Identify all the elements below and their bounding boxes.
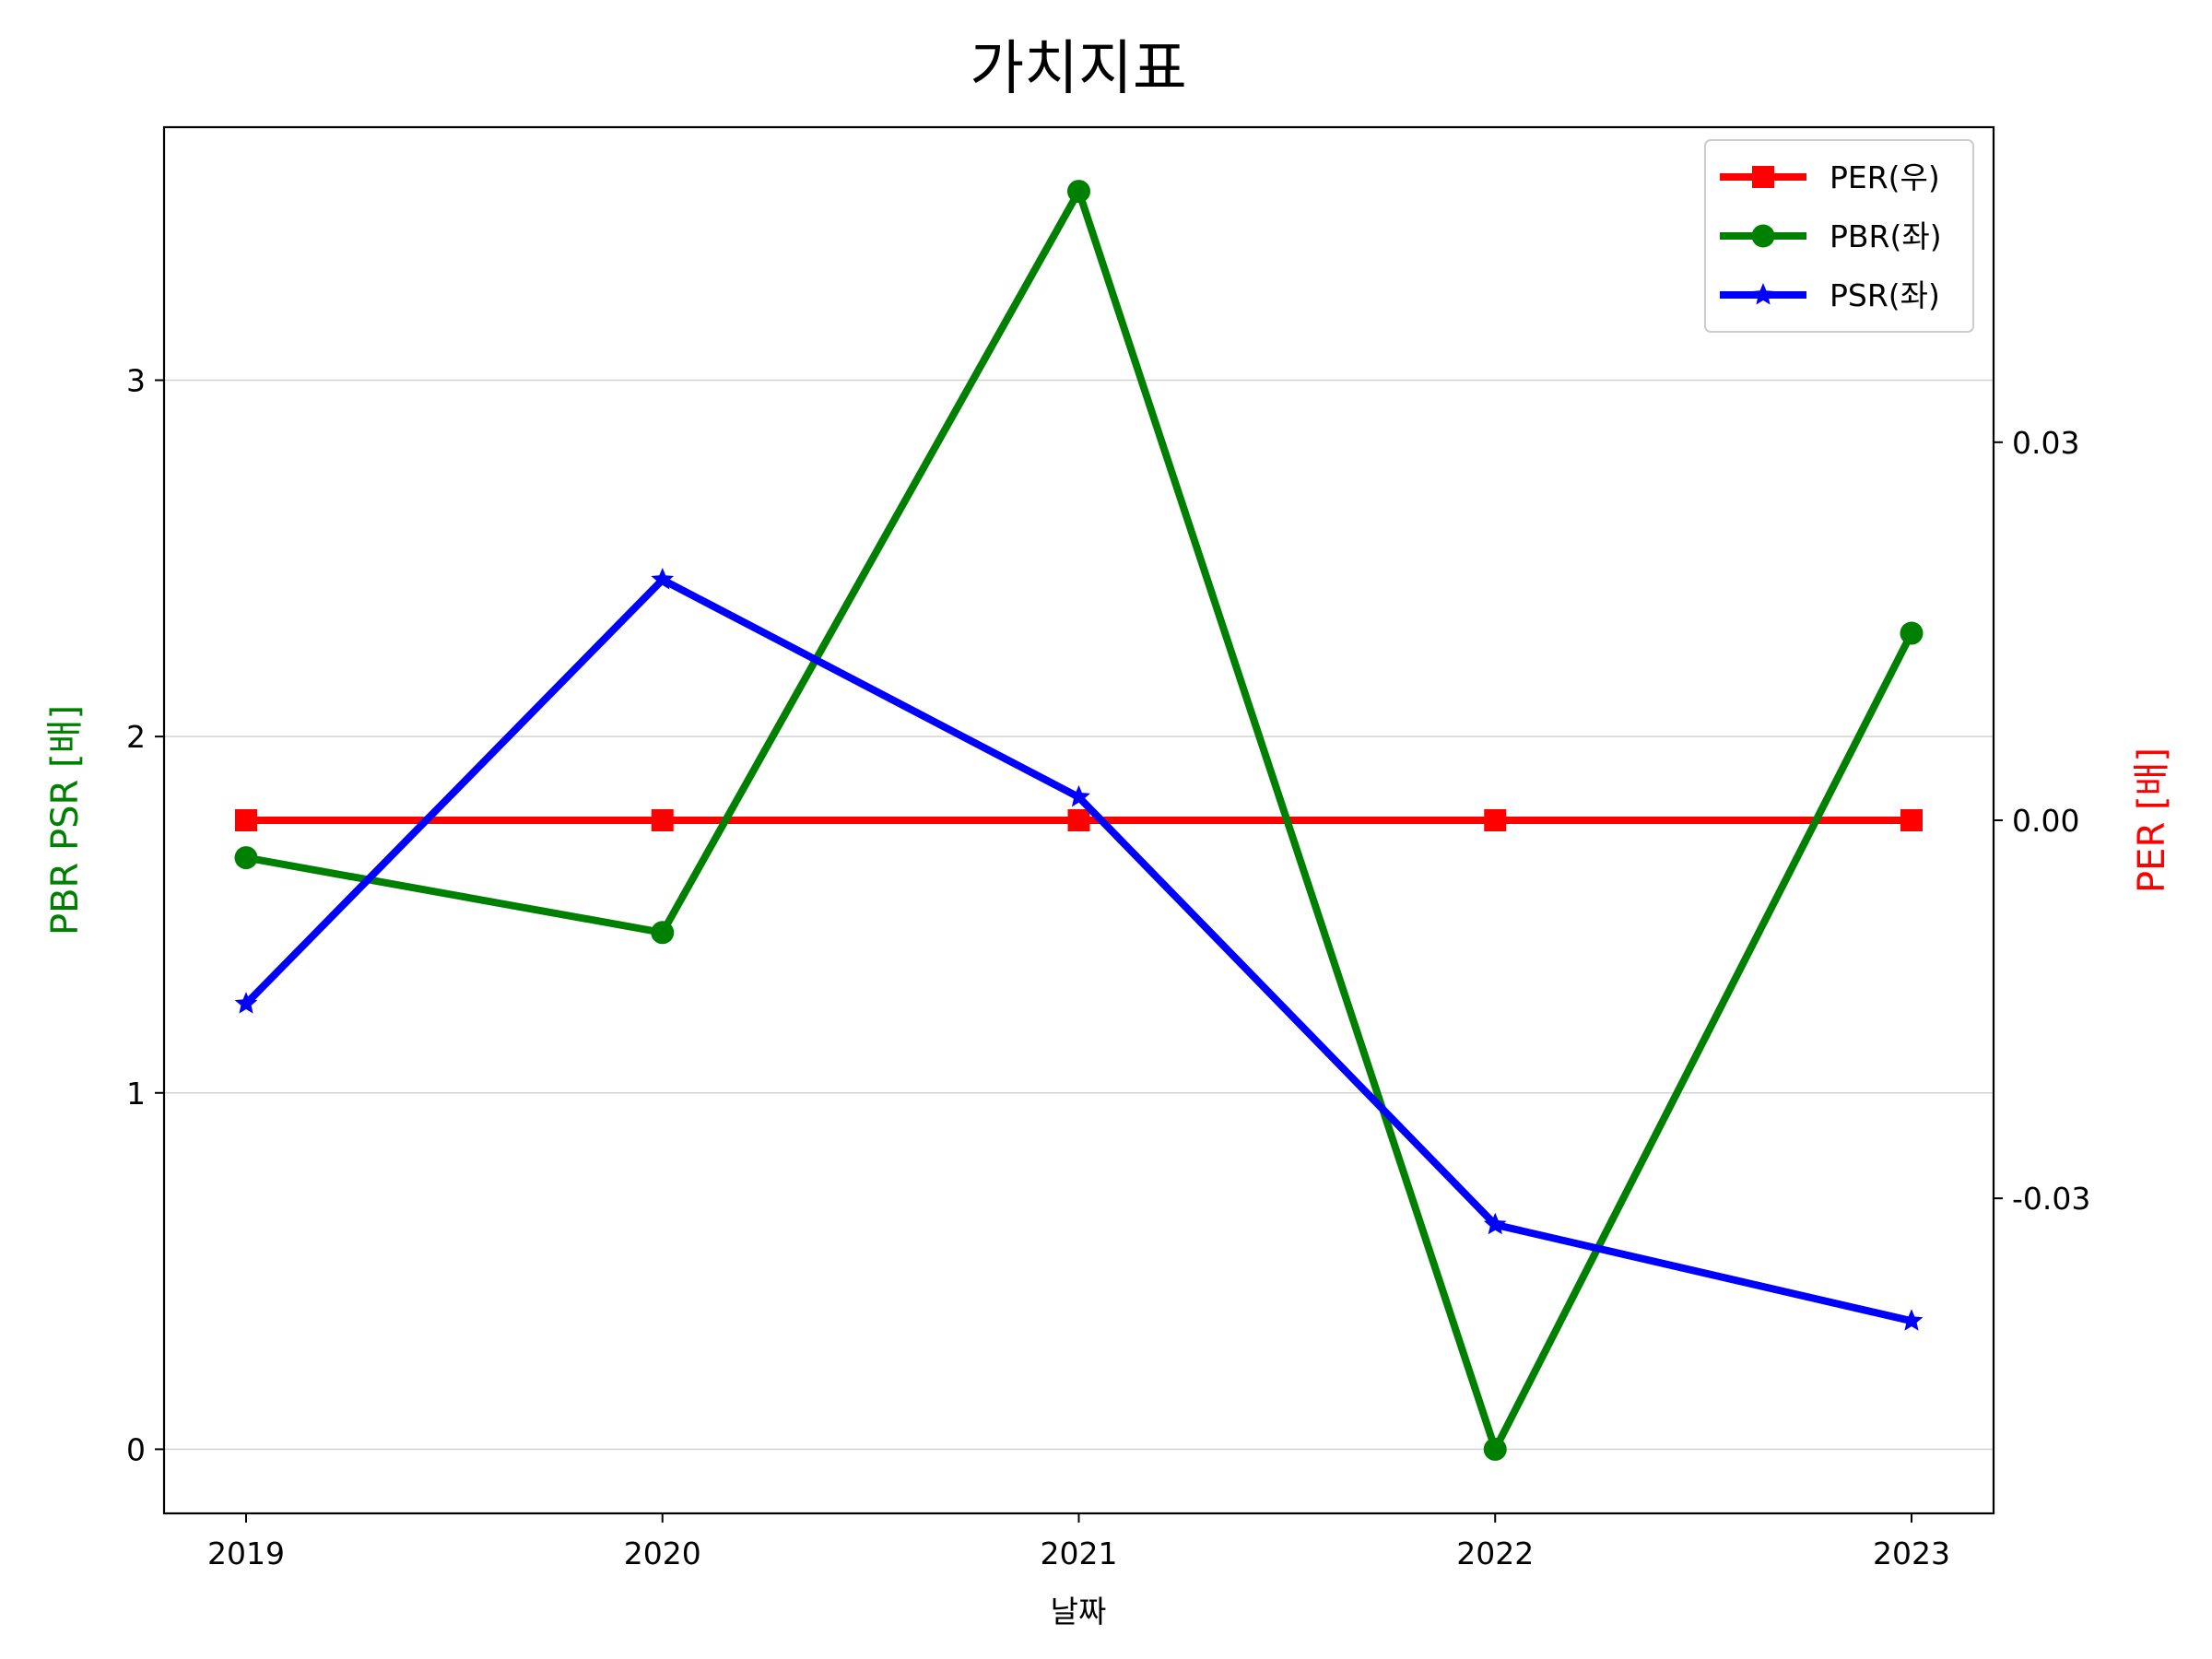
x-tick-label: 2020 xyxy=(624,1535,701,1571)
data-point xyxy=(1900,1309,1924,1331)
legend-item: PER(우) xyxy=(1720,159,1940,195)
left-tick-label: 2 xyxy=(126,719,146,755)
data-point xyxy=(234,846,258,870)
x-tick-label: 2022 xyxy=(1456,1535,1534,1571)
chart-title: 가치지표 xyxy=(970,35,1187,103)
legend-item: PSR(좌) xyxy=(1720,277,1940,313)
grid xyxy=(164,379,1994,1451)
right-tick-label: 0.00 xyxy=(2012,803,2079,839)
data-point xyxy=(651,921,675,945)
data-point xyxy=(1900,809,1923,831)
data-point xyxy=(1484,809,1507,831)
data-point xyxy=(1900,621,1924,645)
data-point xyxy=(235,809,257,831)
legend-label: PER(우) xyxy=(1830,159,1940,195)
data-point xyxy=(1067,180,1090,204)
data-point xyxy=(651,568,675,590)
data-point xyxy=(651,809,674,831)
legend-marker xyxy=(1751,283,1775,305)
x-axis-label: 날짜 xyxy=(1051,1594,1107,1630)
series-star xyxy=(234,568,1924,1331)
data-point xyxy=(234,992,258,1014)
series-square xyxy=(235,809,1923,831)
left-tick-label: 3 xyxy=(126,363,146,399)
left-axis: 0 1 2 3 xyxy=(126,363,164,1467)
left-tick-label: 0 xyxy=(126,1431,146,1467)
left-axis-label: PBR PSR [배] xyxy=(44,705,87,935)
data-point xyxy=(1067,784,1090,807)
data-point xyxy=(1483,1437,1507,1461)
legend-label: PBR(좌) xyxy=(1830,218,1942,254)
data-point xyxy=(1483,1212,1507,1235)
legend-marker xyxy=(1752,166,1774,188)
legend: PER(우) PBR(좌) PSR(좌) xyxy=(1704,139,1974,333)
right-tick-label: 0.03 xyxy=(2012,425,2079,461)
x-axis: 2019 2020 2021 2022 2023 xyxy=(207,1513,1950,1571)
right-axis: -0.03 0.00 0.03 xyxy=(1994,425,2090,1217)
series-circle xyxy=(234,180,1924,1461)
left-tick-label: 1 xyxy=(126,1076,146,1112)
data-point xyxy=(1067,809,1090,831)
right-axis-label: PER [배] xyxy=(2131,747,2173,893)
x-tick-label: 2019 xyxy=(207,1535,285,1571)
legend-item: PBR(좌) xyxy=(1720,218,1942,254)
legend-label: PSR(좌) xyxy=(1830,277,1940,313)
right-tick-label: -0.03 xyxy=(2012,1181,2090,1217)
legend-marker xyxy=(1751,224,1775,248)
x-tick-label: 2023 xyxy=(1873,1535,1950,1571)
x-tick-label: 2021 xyxy=(1041,1535,1118,1571)
series-layer xyxy=(234,180,1924,1461)
